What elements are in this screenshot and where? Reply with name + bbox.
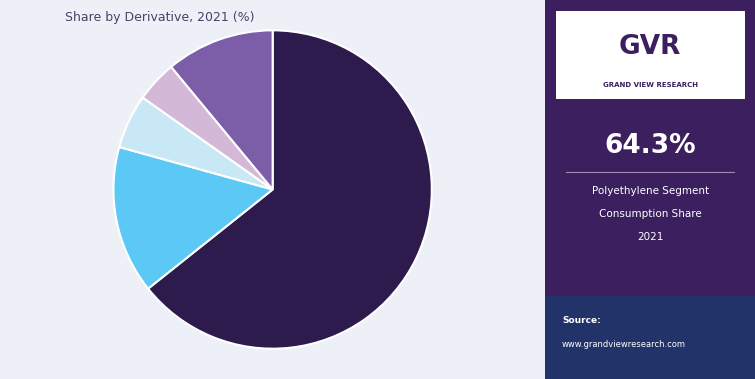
Text: Consumption Share: Consumption Share	[599, 209, 701, 219]
FancyBboxPatch shape	[556, 11, 744, 99]
Text: GRAND VIEW RESEARCH: GRAND VIEW RESEARCH	[602, 82, 698, 88]
Text: www.grandviewresearch.com: www.grandviewresearch.com	[562, 340, 686, 349]
Text: Share by Derivative, 2021 (%): Share by Derivative, 2021 (%)	[65, 11, 254, 23]
Bar	[545, 296, 755, 379]
Wedge shape	[113, 147, 273, 289]
Text: 64.3%: 64.3%	[604, 133, 696, 159]
Text: Polyethylene Segment: Polyethylene Segment	[592, 186, 709, 196]
Wedge shape	[119, 97, 273, 190]
Wedge shape	[148, 30, 432, 349]
Wedge shape	[143, 67, 273, 190]
Text: GVR: GVR	[619, 34, 681, 60]
Text: 2021: 2021	[637, 232, 664, 242]
Wedge shape	[171, 30, 273, 190]
Text: Source:: Source:	[562, 316, 601, 325]
